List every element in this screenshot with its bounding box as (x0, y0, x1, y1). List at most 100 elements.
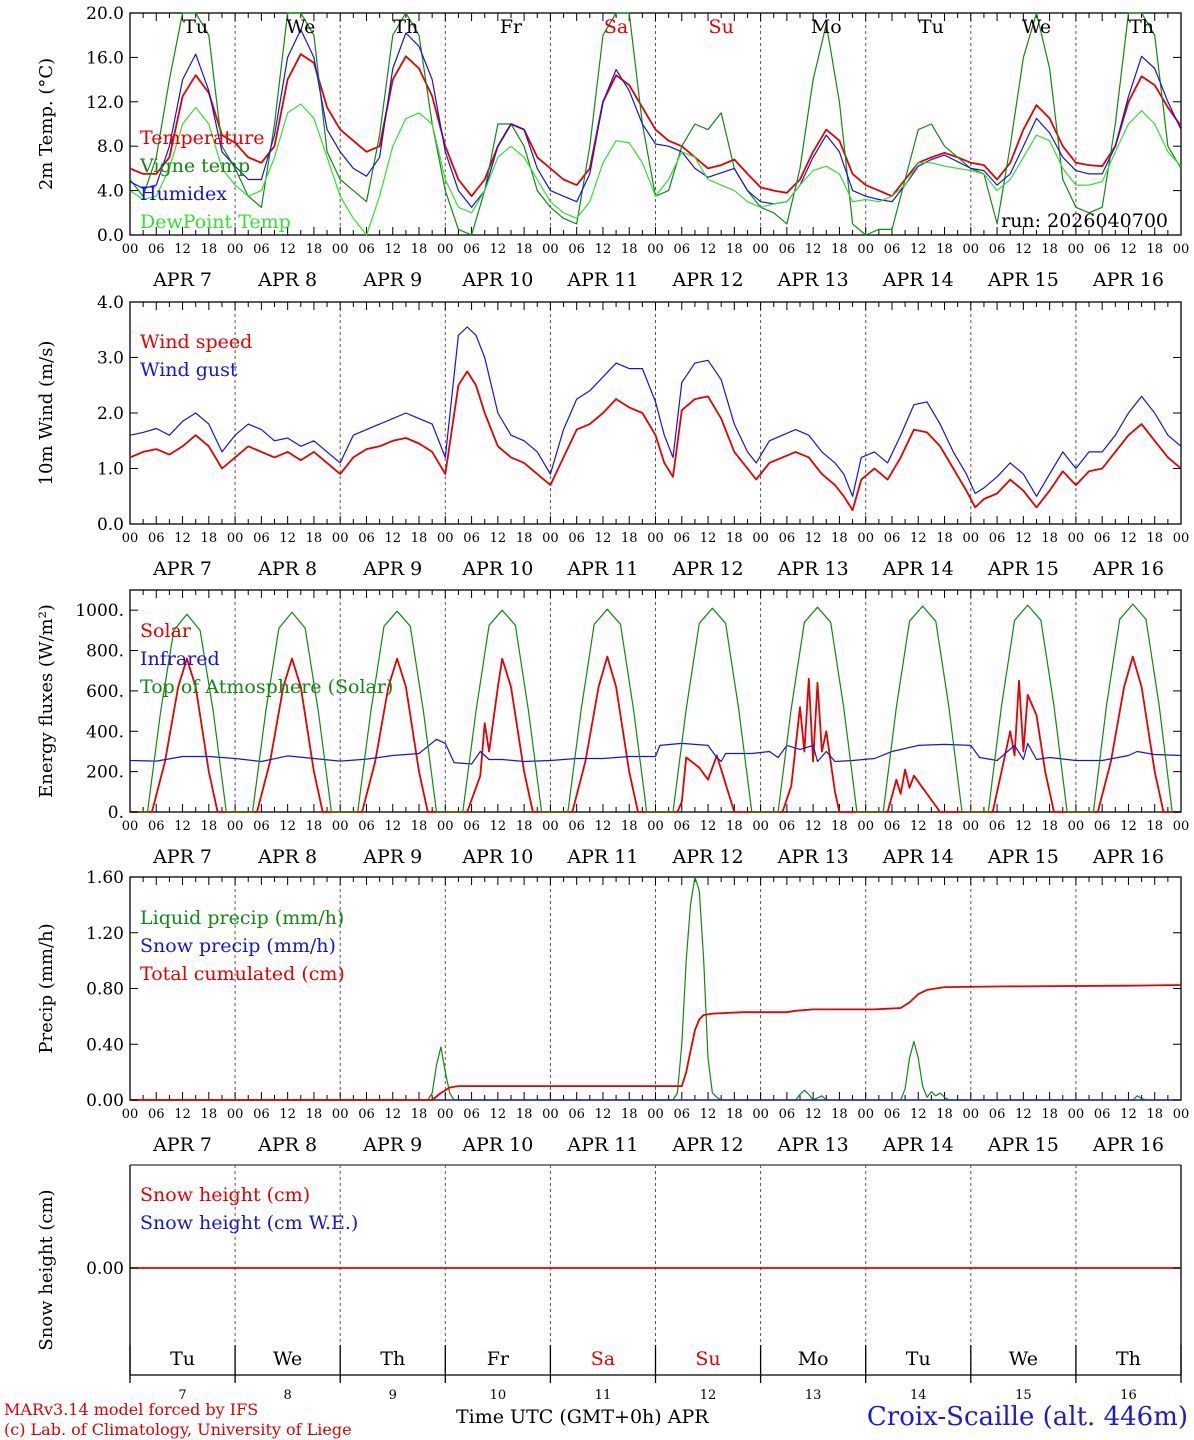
hour-tick-label: 06 (148, 819, 165, 834)
hour-tick-label: 18 (621, 531, 638, 546)
date-label: APR 11 (566, 1134, 638, 1156)
hour-tick-label: 00 (857, 819, 874, 834)
y-tick-label: 800. (86, 642, 124, 662)
legend-entry: Total cumulated (cm) (140, 963, 345, 985)
hour-tick-label: 06 (253, 242, 270, 257)
y-tick-label: 8.0 (97, 137, 124, 157)
weekday-label: Su (709, 16, 734, 38)
hour-tick-label: 12 (490, 242, 507, 257)
legend-entry: Infrared (140, 648, 220, 670)
hour-tick-label: 18 (936, 531, 953, 546)
date-label: APR 12 (672, 1134, 744, 1156)
hour-tick-label: 06 (674, 819, 691, 834)
hour-tick-label: 18 (1146, 531, 1163, 546)
hour-tick-label: 12 (279, 819, 296, 834)
hour-tick-label: 00 (1068, 819, 1085, 834)
hour-tick-label: 18 (621, 1107, 638, 1122)
hour-tick-label: 00 (542, 242, 559, 257)
hour-tick-label: 06 (568, 242, 585, 257)
date-label: APR 9 (362, 269, 422, 291)
date-label: APR 15 (987, 269, 1059, 291)
y-tick-label: 4.0 (97, 293, 124, 313)
hour-tick-label: 12 (595, 531, 612, 546)
date-label: APR 16 (1092, 1134, 1164, 1156)
hour-tick-label: 00 (542, 1107, 559, 1122)
hour-tick-label: 18 (726, 242, 743, 257)
hour-tick-label: 00 (122, 819, 139, 834)
legend-entry: Solar (140, 620, 192, 642)
y-axis-label: Precip (mm/h) (36, 923, 57, 1053)
weekday-label: Fr (500, 16, 523, 38)
date-label: APR 11 (566, 558, 638, 580)
hour-tick-label: 12 (384, 531, 401, 546)
series-line (130, 655, 1181, 813)
hour-tick-label: 06 (568, 531, 585, 546)
hour-tick-label: 18 (201, 819, 218, 834)
y-tick-label: 0.00 (86, 1259, 124, 1279)
hour-tick-label: 06 (779, 1107, 796, 1122)
weekday-label: Tu (170, 1348, 195, 1370)
hour-tick-label: 12 (384, 242, 401, 257)
hour-tick-label: 06 (463, 1107, 480, 1122)
hour-tick-label: 00 (227, 819, 244, 834)
hour-tick-label: 12 (1120, 1107, 1137, 1122)
day-number-label: 15 (1015, 1388, 1032, 1403)
y-tick-label: 200. (86, 763, 124, 783)
date-label: APR 10 (461, 269, 533, 291)
y-tick-label: 16.0 (86, 48, 124, 68)
hour-tick-label: 00 (542, 531, 559, 546)
weekday-label: Tu (919, 16, 944, 38)
y-axis-label: Energy fluxes (W/m²) (36, 604, 57, 798)
series-line (129, 103, 1182, 236)
hour-tick-label: 06 (568, 1107, 585, 1122)
y-axis-label: 2m Temp. (°C) (36, 58, 57, 190)
day-number-label: 11 (595, 1388, 612, 1403)
hour-tick-label: 12 (1015, 819, 1032, 834)
day-number-label: 9 (389, 1388, 397, 1403)
hour-tick-label: 06 (1094, 242, 1111, 257)
hour-tick-label: 12 (700, 242, 717, 257)
hour-tick-label: 18 (411, 819, 428, 834)
weekday-label: Fr (487, 1348, 510, 1370)
hour-tick-label: 00 (1173, 819, 1190, 834)
hour-tick-label: 12 (384, 1107, 401, 1122)
series-line (129, 326, 1182, 497)
hour-tick-label: 00 (752, 242, 769, 257)
run-label: run: 2026040700 (1001, 210, 1168, 232)
hour-tick-label: 00 (332, 819, 349, 834)
hour-tick-label: 18 (936, 819, 953, 834)
hour-tick-label: 00 (752, 1107, 769, 1122)
date-label: APR 9 (362, 558, 422, 580)
date-label: APR 14 (882, 558, 954, 580)
y-tick-label: 1000. (75, 601, 124, 621)
y-tick-label: 1.0 (97, 460, 124, 480)
legend-entry: Vigne temp (139, 155, 250, 177)
hour-tick-label: 18 (201, 242, 218, 257)
y-axis-label: 10m Wind (m/s) (36, 341, 57, 486)
y-axis-label: Snow height (cm) (36, 1189, 57, 1350)
hour-tick-label: 18 (1041, 242, 1058, 257)
y-tick-label: 0. (108, 803, 124, 823)
hour-tick-label: 00 (332, 531, 349, 546)
y-tick-label: 400. (86, 722, 124, 742)
hour-tick-label: 18 (726, 819, 743, 834)
hour-tick-label: 00 (752, 819, 769, 834)
y-tick-label: 1.20 (86, 924, 124, 944)
hour-tick-label: 06 (989, 1107, 1006, 1122)
hour-tick-label: 12 (700, 819, 717, 834)
weekday-label: Sa (591, 1348, 615, 1370)
date-label: APR 7 (152, 846, 212, 868)
hour-tick-label: 18 (1146, 242, 1163, 257)
hour-tick-label: 06 (884, 1107, 901, 1122)
date-label: APR 12 (672, 846, 744, 868)
weekday-label: We (286, 16, 315, 38)
y-tick-label: 0.00 (86, 1091, 124, 1111)
hour-tick-label: 12 (174, 819, 191, 834)
hour-tick-label: 18 (831, 1107, 848, 1122)
weekday-label: Th (393, 16, 418, 38)
hour-tick-label: 12 (910, 242, 927, 257)
weekday-label: Th (1129, 16, 1154, 38)
hour-tick-label: 06 (253, 531, 270, 546)
hour-tick-label: 06 (779, 242, 796, 257)
hour-tick-label: 18 (831, 819, 848, 834)
